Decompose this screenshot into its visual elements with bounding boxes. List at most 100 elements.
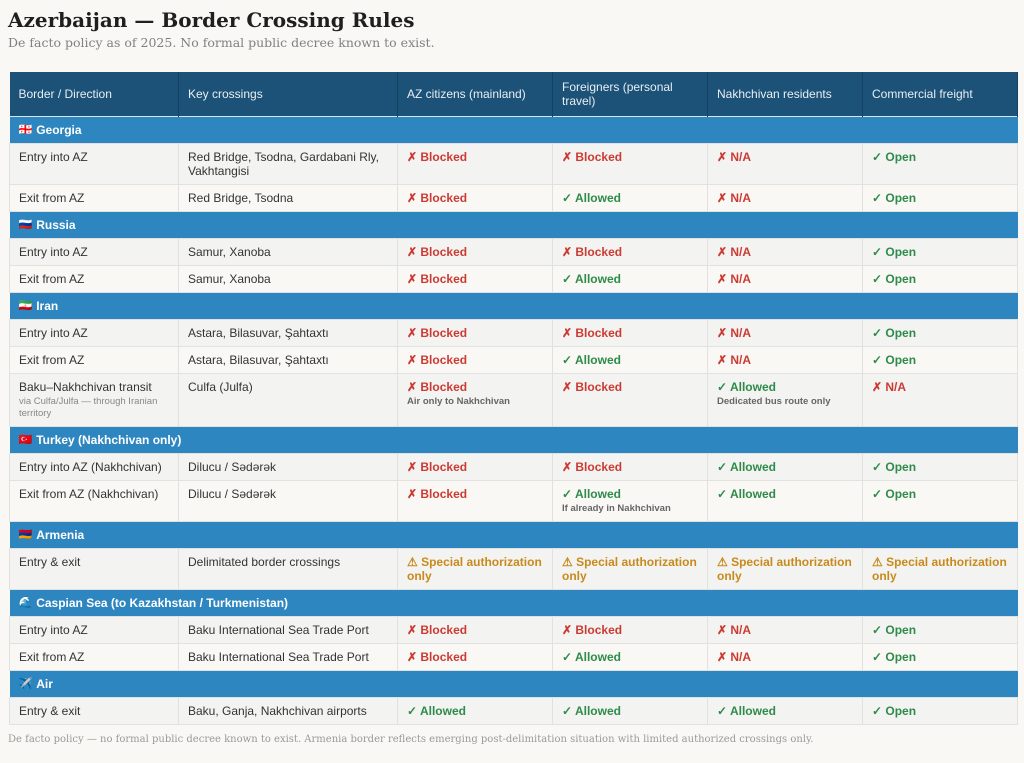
status-blocked: ✗ Blocked [562,460,623,474]
direction-cell: Entry into AZ [9,143,179,185]
status-blocked: ✗ Blocked [407,623,468,637]
table-header-row: Border / Direction Key crossings AZ citi… [9,72,1018,117]
status-cell: ✗ N/A [707,238,863,266]
status-cell: ✗ Blocked [552,373,708,427]
status-blocked: ✗ Blocked [562,150,623,164]
group-header: 🇮🇷 Iran [9,292,1018,320]
direction-note: via Culfa/Julfa — through Iranian territ… [19,396,158,419]
status-cell: ✗ Blocked [397,143,553,185]
status-cell: ⚠ Special authorization only [862,548,1018,590]
status-cell: ✗ Blocked [397,319,553,347]
status-cell: ✗ N/A [707,616,863,644]
group-header: 🇹🇷 Turkey (Nakhchivan only) [9,426,1018,454]
direction-label: Entry into AZ [19,623,88,637]
status-allowed: ✓ Allowed [562,353,621,367]
status-blocked: ✗ Blocked [562,245,623,259]
crossings-cell: Red Bridge, Tsodna, Gardabani Rly, Vakht… [178,143,398,185]
status-note: Air only to Nakhchivan [407,396,510,407]
group-name: Iran [36,299,59,313]
status-cell: ✗ N/A [707,346,863,374]
status-cell: ⚠ Special authorization only [397,548,553,590]
flag-icon: 🌊 [18,597,33,609]
group-header: 🇬🇪 Georgia [9,116,1018,144]
direction-label: Entry into AZ [19,245,88,259]
crossings-cell: Dilucu / Sədərək [178,480,398,522]
status-allowed: ✓ Open [872,326,917,340]
table-row: Exit from AZ (Nakhchivan) Dilucu / Sədərə… [9,480,1018,522]
direction-cell: Exit from AZ [9,184,179,212]
status-blocked: ✗ Blocked [407,272,468,286]
status-blocked: ✗ N/A [717,623,752,637]
flag-icon: 🇬🇪 [18,124,33,136]
status-allowed: ✓ Open [872,704,917,718]
status-cell: ✓ Allowed [552,346,708,374]
status-cell: ✓ Allowed [552,643,708,671]
table-row: Entry into AZ Red Bridge, Tsodna, Gardaba… [9,143,1018,185]
group-name: Georgia [36,123,82,137]
status-cell: ✗ Blocked [397,265,553,293]
direction-label: Exit from AZ [19,650,85,664]
status-allowed: ✓ Open [872,650,917,664]
table-row: Baku–Nakhchivan transit via Culfa/Julfa —… [9,373,1018,427]
status-cell: ✓ Open [862,346,1018,374]
status-allowed: ✓ Open [872,353,917,367]
status-cell: ✗ Blocked [397,346,553,374]
group-header-row: 🇷🇺 Russia [9,211,1018,239]
group-name: Turkey (Nakhchivan only) [36,433,182,447]
table-row: Entry into AZ Baku International Sea Trad… [9,616,1018,644]
direction-label: Exit from AZ [19,272,85,286]
direction-label: Entry into AZ [19,326,88,340]
group-header: 🇦🇲 Armenia [9,521,1018,549]
status-cell: ✓ Open [862,697,1018,725]
status-cell: ✗ Blocked Air only to Nakhchivan [397,373,553,427]
direction-cell: Entry & exit [9,548,179,590]
direction-cell: Exit from AZ [9,265,179,293]
status-blocked: ✗ Blocked [407,650,468,664]
status-allowed: ✓ Allowed [717,487,776,501]
status-blocked: ✗ Blocked [407,150,468,164]
status-special: ⚠ Special authorization only [407,555,542,583]
status-blocked: ✗ Blocked [407,191,468,205]
direction-cell: Entry into AZ [9,616,179,644]
crossings-cell: Astara, Bilasuvar, Şahtaxtı [178,319,398,347]
crossings-cell: Red Bridge, Tsodna [178,184,398,212]
direction-cell: Exit from AZ [9,346,179,374]
table-row: Entry & exit Delimitated border crossings… [9,548,1018,590]
status-blocked: ✗ Blocked [407,245,468,259]
status-cell: ✗ Blocked [397,480,553,522]
group-header-row: 🌊 Caspian Sea (to Kazakhstan / Turkmenist… [9,589,1018,617]
status-blocked: ✗ N/A [872,380,907,394]
status-allowed: ✓ Open [872,245,917,259]
crossings-cell: Baku, Ganja, Nakhchivan airports [178,697,398,725]
status-blocked: ✗ N/A [717,650,752,664]
status-cell: ✓ Allowed [707,453,863,481]
status-cell: ✓ Open [862,453,1018,481]
status-cell: ✓ Open [862,643,1018,671]
group-header: 🌊 Caspian Sea (to Kazakhstan / Turkmenist… [9,589,1018,617]
status-allowed: ✓ Allowed [407,704,466,718]
group-name: Caspian Sea (to Kazakhstan / Turkmenista… [36,596,289,610]
table-row: Exit from AZ Astara, Bilasuvar, Şahtaxtı ✗… [9,346,1018,374]
status-cell: ✗ Blocked [552,319,708,347]
footer-note: De facto policy — no formal public decre… [8,734,814,745]
status-cell: ✗ N/A [707,643,863,671]
direction-label: Exit from AZ (Nakhchivan) [19,487,159,501]
status-cell: ✓ Allowed [397,697,553,725]
status-cell: ✗ Blocked [397,184,553,212]
status-allowed: ✓ Open [872,623,917,637]
crossings-cell: Samur, Xanoba [178,238,398,266]
status-cell: ✗ N/A [707,143,863,185]
status-blocked: ✗ Blocked [407,460,468,474]
status-cell: ✓ Allowed If already in Nakhchivan [552,480,708,522]
flag-icon: 🇦🇲 [18,529,33,541]
status-allowed: ✓ Allowed [717,704,776,718]
status-allowed: ✓ Allowed [562,650,621,664]
table-row: Exit from AZ Samur, Xanoba ✗ Blocked ✓ Allo… [9,265,1018,293]
status-blocked: ✗ N/A [717,326,752,340]
direction-label: Exit from AZ [19,353,85,367]
table-row: Entry into AZ (Nakhchivan) Dilucu / Sədər… [9,453,1018,481]
page-title: Azerbaijan — Border Crossing Rules [8,8,415,32]
status-cell: ✓ Allowed [552,184,708,212]
status-cell: ✗ Blocked [552,143,708,185]
